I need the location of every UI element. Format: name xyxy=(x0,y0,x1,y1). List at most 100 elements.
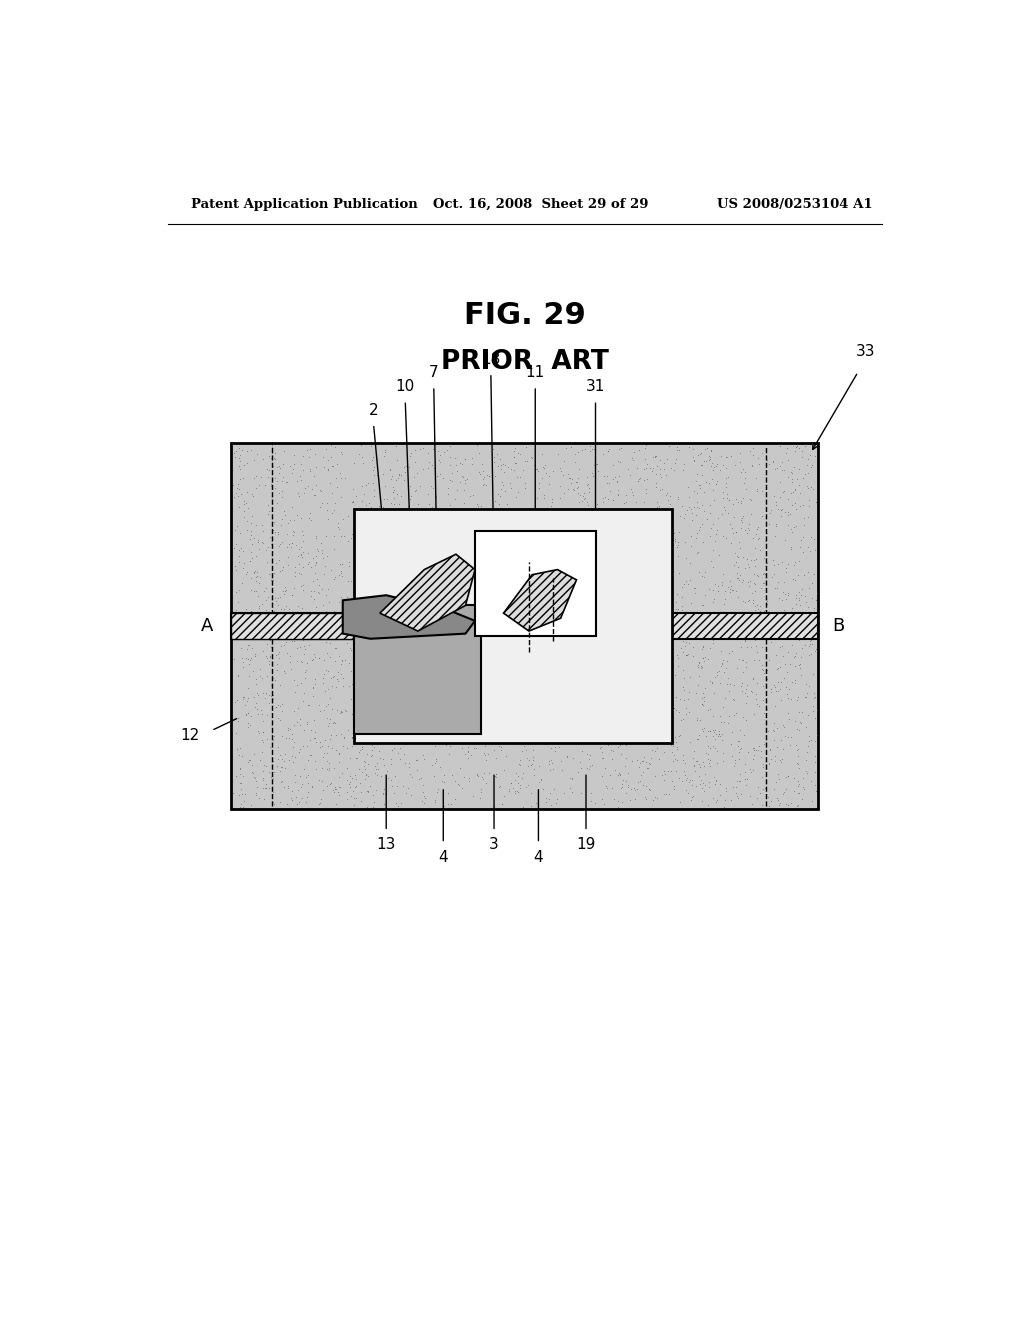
Point xyxy=(801,644,817,665)
Point xyxy=(305,589,322,610)
Point xyxy=(321,715,337,737)
Point xyxy=(424,565,440,586)
Point xyxy=(808,700,824,721)
Point xyxy=(692,618,709,639)
Point xyxy=(386,590,402,611)
Point xyxy=(731,531,748,552)
Point xyxy=(635,750,651,771)
Point xyxy=(495,793,511,814)
Point xyxy=(647,446,664,467)
Point xyxy=(488,590,505,611)
Point xyxy=(331,591,347,612)
Point xyxy=(776,583,793,605)
Point xyxy=(515,692,531,713)
Point xyxy=(622,528,638,549)
Point xyxy=(300,635,316,656)
Point xyxy=(728,562,744,583)
Point xyxy=(329,779,345,800)
Point xyxy=(561,503,578,524)
Point xyxy=(752,609,768,630)
Point xyxy=(480,743,497,764)
Point xyxy=(775,738,792,759)
Point xyxy=(751,528,767,549)
Point xyxy=(371,611,387,632)
Point xyxy=(301,458,317,479)
Point xyxy=(729,545,745,566)
Point xyxy=(785,568,802,589)
Point xyxy=(412,709,428,730)
Point xyxy=(384,506,400,527)
Point xyxy=(499,569,515,590)
Point xyxy=(249,620,265,642)
Point xyxy=(284,533,300,554)
Point xyxy=(711,723,727,744)
Point xyxy=(258,620,274,642)
Point xyxy=(596,667,612,688)
Point xyxy=(589,546,605,568)
Point xyxy=(632,603,648,624)
Point xyxy=(367,755,383,776)
Point xyxy=(276,583,293,605)
Point xyxy=(446,598,463,619)
Point xyxy=(694,694,711,715)
Point xyxy=(482,581,499,602)
Point xyxy=(540,709,556,730)
Point xyxy=(734,602,751,623)
Point xyxy=(503,478,519,499)
Point xyxy=(729,556,745,577)
Point xyxy=(587,436,603,457)
Point xyxy=(578,602,594,623)
Point xyxy=(487,708,504,729)
Point xyxy=(383,632,399,653)
Point xyxy=(541,752,557,774)
Point xyxy=(333,486,349,507)
Point xyxy=(708,474,724,495)
Point xyxy=(399,615,416,636)
Point xyxy=(333,525,349,546)
Point xyxy=(700,743,717,764)
Point xyxy=(605,490,622,511)
Point xyxy=(756,734,772,755)
Point xyxy=(382,524,398,545)
Point xyxy=(630,470,646,491)
Point xyxy=(498,454,514,475)
Point xyxy=(607,730,624,751)
Point xyxy=(473,681,489,702)
Point xyxy=(701,721,718,742)
Point xyxy=(790,718,806,739)
Point xyxy=(802,630,818,651)
Point xyxy=(595,579,611,601)
Point xyxy=(267,449,284,470)
Point xyxy=(609,764,626,785)
Point xyxy=(476,723,493,744)
Point xyxy=(347,632,364,653)
Point xyxy=(527,713,544,734)
Point xyxy=(544,640,560,661)
Point xyxy=(755,754,771,775)
Point xyxy=(521,665,538,686)
Point xyxy=(806,528,822,549)
Point xyxy=(354,675,371,696)
Point xyxy=(755,573,771,594)
Point xyxy=(650,499,667,520)
Point xyxy=(369,694,385,715)
Point xyxy=(475,705,492,726)
Point xyxy=(269,644,286,665)
Point xyxy=(800,536,816,557)
Point xyxy=(376,784,392,805)
Point xyxy=(507,453,523,474)
Point xyxy=(340,570,356,591)
Point xyxy=(408,541,424,562)
Point xyxy=(461,742,477,763)
Point xyxy=(318,499,335,520)
Point xyxy=(269,521,286,543)
Point xyxy=(305,648,322,669)
Point xyxy=(494,454,510,475)
Point xyxy=(684,787,700,808)
Point xyxy=(773,623,790,644)
Point xyxy=(389,668,406,689)
Point xyxy=(771,792,787,813)
Point xyxy=(674,495,690,516)
Point xyxy=(677,752,693,774)
Point xyxy=(569,478,586,499)
